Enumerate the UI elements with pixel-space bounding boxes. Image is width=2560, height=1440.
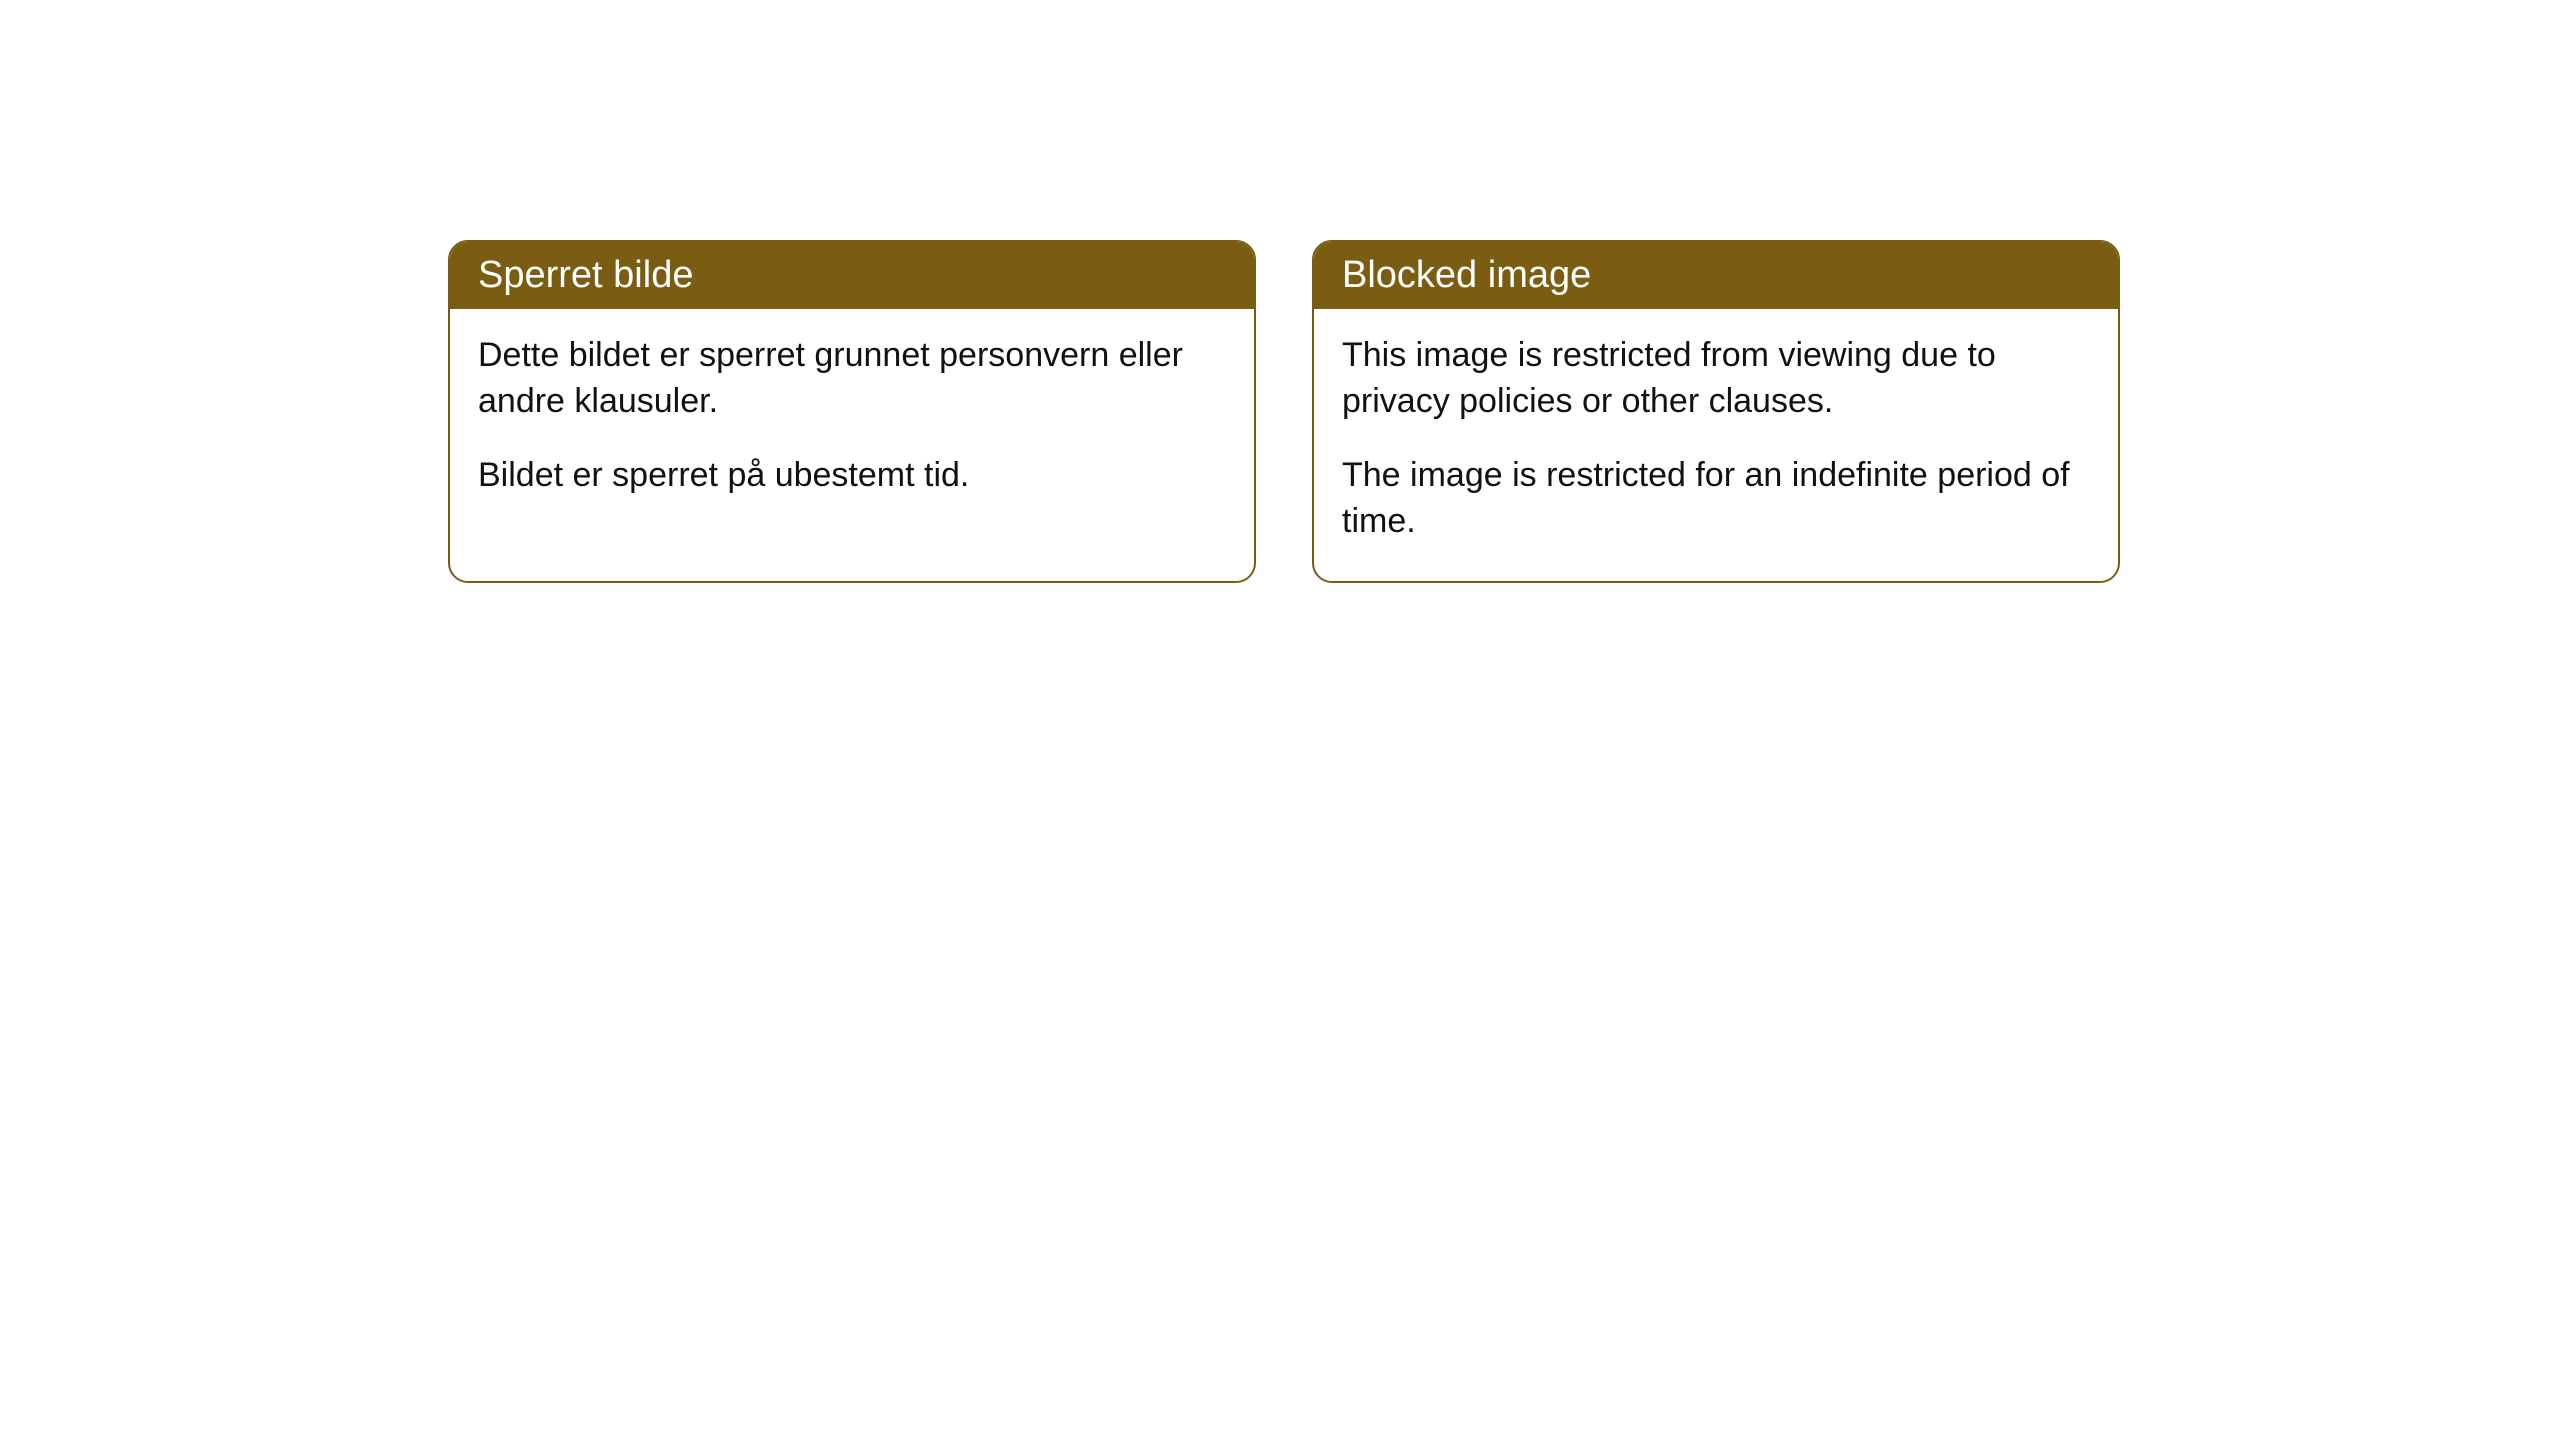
card-body-no: Dette bildet er sperret grunnet personve… — [450, 309, 1254, 535]
card-para2-en: The image is restricted for an indefinit… — [1342, 453, 2090, 545]
card-title-no: Sperret bilde — [478, 254, 693, 296]
blocked-image-card-no: Sperret bilde Dette bildet er sperret gr… — [448, 240, 1256, 583]
notice-cards-container: Sperret bilde Dette bildet er sperret gr… — [448, 240, 2560, 583]
card-header-no: Sperret bilde — [450, 242, 1254, 309]
card-header-en: Blocked image — [1314, 242, 2118, 309]
blocked-image-card-en: Blocked image This image is restricted f… — [1312, 240, 2120, 583]
card-title-en: Blocked image — [1342, 254, 1591, 296]
card-para1-no: Dette bildet er sperret grunnet personve… — [478, 333, 1226, 425]
card-para2-no: Bildet er sperret på ubestemt tid. — [478, 453, 1226, 499]
card-para1-en: This image is restricted from viewing du… — [1342, 333, 2090, 425]
card-body-en: This image is restricted from viewing du… — [1314, 309, 2118, 581]
